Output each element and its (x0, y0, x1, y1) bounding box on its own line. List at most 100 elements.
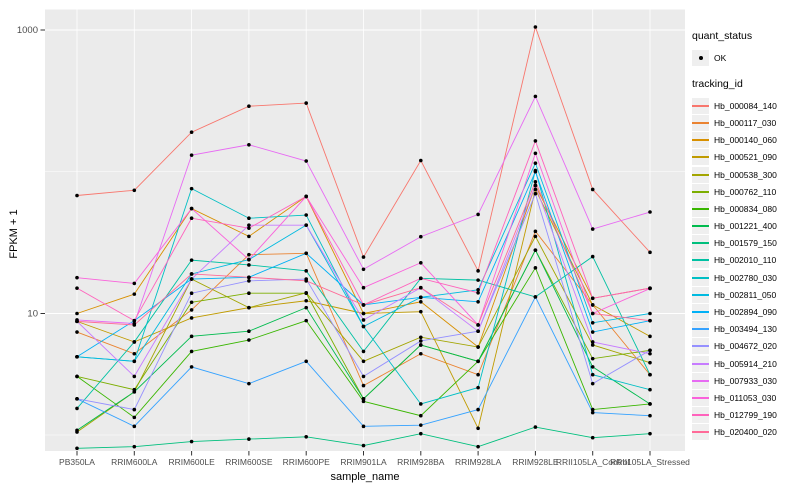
data-point (304, 298, 309, 303)
legend-label-ok: OK (714, 52, 727, 63)
legend-label: Hb_000084_140 (714, 100, 777, 111)
x-tick-label: RRIM600SE (225, 457, 273, 467)
data-point (590, 410, 595, 415)
panel-background (45, 9, 685, 451)
data-point (361, 318, 366, 322)
data-point (75, 428, 79, 433)
legend-line-swatch (692, 259, 709, 262)
data-point (247, 437, 251, 441)
data-point (132, 415, 137, 420)
legend-key-box (692, 304, 709, 321)
legend-line-swatch (692, 242, 709, 245)
data-point (361, 303, 366, 307)
data-point (247, 329, 251, 334)
legend-panel: quant_status OK tracking_id Hb_000084_14… (692, 30, 798, 441)
data-point (247, 338, 251, 342)
legend-key-box (692, 49, 709, 66)
data-point (247, 252, 251, 257)
data-point (419, 234, 423, 239)
x-tick-label: RRIM600LA (111, 457, 158, 467)
data-point (247, 142, 251, 147)
data-point (361, 285, 366, 290)
data-point (132, 444, 137, 449)
point-marker-icon (698, 55, 703, 60)
y-tick-label: 1000 (17, 25, 38, 36)
legend-label: Hb_007933_030 (714, 375, 777, 386)
data-point (648, 402, 652, 406)
legend-line-swatch (692, 156, 709, 159)
legend-key-box (692, 114, 709, 131)
legend-item: Hb_020400_020 (692, 424, 798, 441)
data-point (189, 365, 194, 369)
data-point (648, 286, 652, 290)
legend-key-box (692, 286, 709, 303)
x-tick-label: RRIM600LE (168, 457, 215, 467)
data-point (590, 365, 595, 369)
data-point (189, 130, 194, 135)
data-point (361, 349, 366, 354)
data-point (361, 374, 366, 379)
legend-line-swatch (692, 173, 709, 176)
legend-label: Hb_001221_400 (714, 221, 777, 232)
data-point (132, 340, 137, 344)
data-point (476, 407, 480, 412)
data-point (590, 187, 595, 192)
data-point (419, 431, 423, 436)
legend-line-swatch (692, 414, 709, 417)
data-point (304, 194, 309, 199)
legend-line-swatch (692, 345, 709, 348)
data-point (304, 269, 309, 273)
data-point (75, 354, 79, 359)
data-point (132, 188, 137, 193)
data-point (189, 153, 194, 157)
data-point (476, 290, 480, 295)
data-point (75, 319, 79, 324)
legend-label: Hb_020400_020 (714, 427, 777, 438)
data-point (361, 311, 366, 316)
legend-key-box (692, 149, 709, 166)
legend-line-swatch (692, 276, 709, 279)
y-axis-title: FPKM + 1 (8, 209, 20, 259)
data-point (590, 254, 595, 259)
legend-label: Hb_011053_030 (714, 392, 777, 403)
legend-item: Hb_000538_300 (692, 166, 798, 183)
x-tick-label: RRIM600PE (283, 457, 331, 467)
legend-item: Hb_000084_140 (692, 97, 798, 114)
data-point (419, 351, 423, 356)
x-axis-title: sample_name (330, 471, 400, 483)
data-point (304, 251, 309, 256)
legend-label: Hb_003494_130 (714, 324, 777, 335)
legend-line-swatch (692, 207, 709, 210)
data-point (189, 206, 194, 211)
data-point (533, 425, 538, 429)
data-point (189, 277, 194, 281)
legend-line-swatch (692, 121, 709, 124)
legend-item: Hb_003494_130 (692, 321, 798, 338)
data-point (648, 334, 652, 339)
data-point (476, 444, 480, 449)
data-point (361, 255, 366, 259)
data-point (533, 187, 538, 192)
x-tick-label: PB350LA (59, 457, 95, 467)
data-point (419, 335, 423, 340)
data-point (533, 25, 538, 29)
data-point (648, 348, 652, 353)
data-point (419, 295, 423, 300)
data-point (590, 407, 595, 412)
data-point (533, 248, 538, 252)
data-point (476, 385, 480, 390)
legend-line-swatch (692, 190, 709, 193)
legend-line-swatch (692, 139, 709, 142)
data-point (361, 267, 366, 272)
data-point (419, 343, 423, 347)
data-point (189, 439, 194, 444)
data-point (533, 179, 538, 184)
legend-item: Hb_000834_080 (692, 200, 798, 217)
data-point (476, 323, 480, 327)
data-point (361, 424, 366, 429)
data-point (304, 434, 309, 439)
legend-label: Hb_000140_060 (714, 135, 777, 146)
data-point (304, 305, 309, 310)
legend-line-swatch (692, 328, 709, 331)
legend-title-tracking-id: tracking_id (692, 78, 743, 91)
